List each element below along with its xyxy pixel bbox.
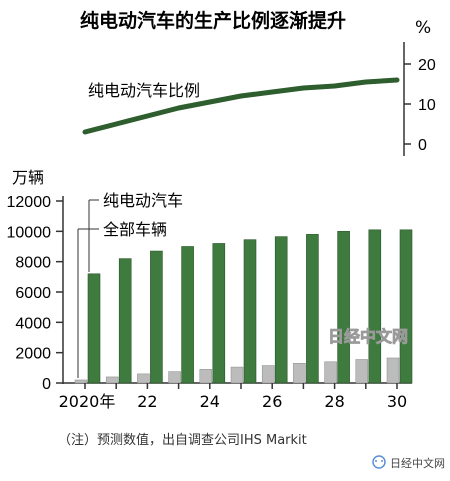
bar-total — [87, 273, 101, 384]
line-y-tick-label: 0 — [418, 137, 427, 154]
bar-y-tick-label: 0 — [42, 376, 51, 393]
wechat-icon-dot — [381, 460, 383, 462]
bar-bev — [324, 361, 337, 384]
legend-total: 全部车辆 — [103, 220, 167, 239]
line-y-tick-label: 20 — [418, 57, 436, 74]
bar-x-tick-label: 22 — [137, 392, 157, 411]
bar-total — [150, 250, 163, 384]
share-line-label: 纯电动汽车比例 — [88, 81, 200, 100]
watermark: 日经中文网 — [328, 327, 408, 346]
bar-bev — [386, 357, 400, 384]
source-badge-text: 日经中文网 — [390, 456, 445, 470]
wechat-icon — [372, 455, 386, 469]
share-line-chart: % 纯电动汽车比例 0 10 20 — [82, 18, 436, 156]
bar-x-tick-label: 30 — [387, 392, 407, 411]
bar-total — [118, 258, 132, 384]
bar-y-tick-label: 12000 — [7, 194, 52, 211]
bar-y-tick-label: 6000 — [15, 285, 51, 302]
bar-x-tick-label: 26 — [262, 392, 282, 411]
bar-bev — [230, 366, 244, 384]
chart-title: 纯电动汽车的生产比例逐渐提升 — [80, 9, 346, 32]
line-y-tick-label: 10 — [418, 97, 436, 114]
bar-bev — [293, 363, 306, 384]
share-line — [82, 77, 400, 135]
bar-bev — [74, 379, 88, 384]
bar-x-tick-label: 24 — [200, 392, 220, 411]
bar-total — [274, 236, 288, 384]
bar-y-tick-label: 4000 — [15, 315, 51, 332]
bar-total — [368, 229, 382, 384]
chart-note: （注）预测数值，出自调查公司IHS Markit — [58, 432, 307, 448]
bar-total — [243, 239, 257, 384]
bar-bev — [137, 373, 150, 384]
bar-total — [306, 234, 319, 384]
bar-bev — [199, 369, 213, 384]
wechat-icon-dot — [375, 460, 377, 462]
line-y-unit: % — [415, 18, 431, 38]
bar-y-tick-label: 8000 — [15, 255, 51, 272]
bar-bev — [105, 376, 119, 384]
bar-total — [399, 229, 413, 384]
source-badge: 日经中文网 — [372, 455, 445, 470]
bar-y-unit: 万辆 — [12, 168, 44, 187]
bar-bev — [355, 359, 369, 384]
bar-y-tick-label: 2000 — [15, 346, 51, 363]
bar-x-tick-label: 28 — [324, 392, 344, 411]
legend-bev: 纯电动汽车 — [103, 191, 183, 210]
bar-total — [337, 231, 350, 384]
bar-total — [181, 246, 194, 384]
bar-y-tick-label: 10000 — [7, 224, 52, 241]
bar-bev — [261, 365, 275, 384]
production-bar-chart: 万辆 0 2000 4000 6000 8000 10000 12000 2020年 22 24 2… — [7, 168, 413, 411]
bar-bev — [168, 371, 181, 384]
bar-total — [212, 243, 226, 384]
bar-x-tick-label: 2020年 — [59, 392, 116, 411]
